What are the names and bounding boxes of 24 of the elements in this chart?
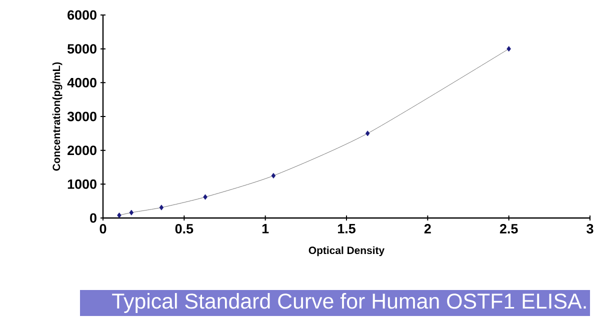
x-tick-label: 1.5 xyxy=(338,224,356,234)
point xyxy=(506,46,511,52)
point xyxy=(203,194,208,200)
x-tick-label: 2 xyxy=(424,224,431,234)
point xyxy=(365,130,370,136)
x-tick-label: 2.5 xyxy=(500,224,518,234)
y-tick-label: 4000 xyxy=(67,78,96,88)
text: Typical Standard Curve for Human OSTF1 ELISA. xyxy=(112,293,586,313)
x-tick-label: 0.5 xyxy=(175,224,194,234)
y-tick-label: 2000 xyxy=(68,146,96,156)
x-tick-label: 3 xyxy=(586,224,594,234)
point xyxy=(129,210,134,216)
y-axis-title: Concentration(pg/mL) xyxy=(52,62,62,171)
x-tick-label: 1 xyxy=(262,224,269,234)
point xyxy=(117,212,122,218)
y-tick-label: 5000 xyxy=(67,44,96,54)
y-tick-label: 3000 xyxy=(67,112,96,122)
point xyxy=(271,172,276,178)
y-tick-label: 1000 xyxy=(68,179,96,189)
point xyxy=(159,204,164,210)
y-tick-label: 0 xyxy=(90,213,96,223)
y-tick-label: 6000 xyxy=(68,10,96,20)
x-axis-title: Optical Density xyxy=(308,246,385,256)
x-tick-label: 0 xyxy=(100,224,106,234)
